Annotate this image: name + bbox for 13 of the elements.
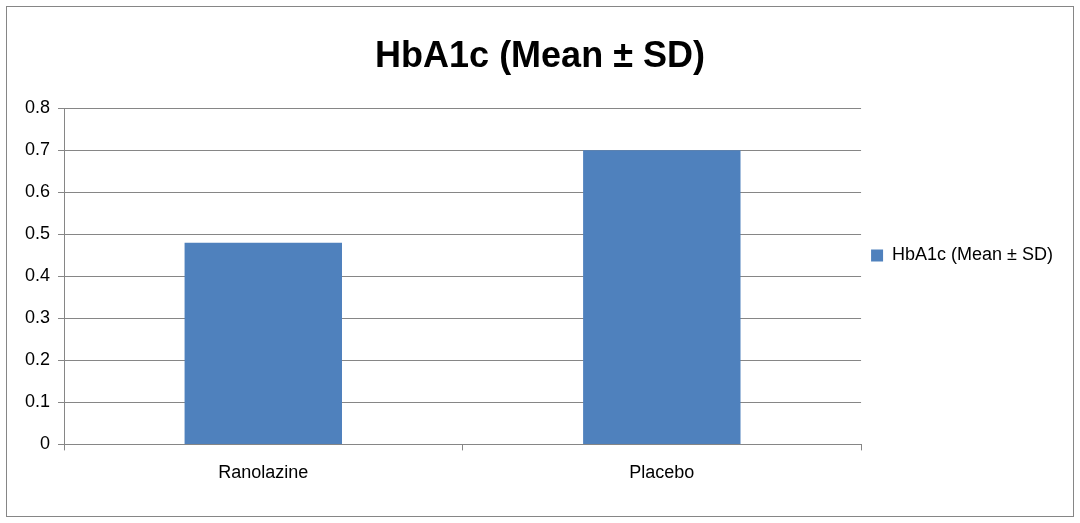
y-tick-label: 0.8 [24,97,51,118]
chart-title: HbA1c (Mean ± SD) [375,33,705,75]
y-tick-label: 0.7 [24,139,51,160]
y-tick-label: 0 [40,433,51,454]
y-tick-label: 0.4 [24,265,51,286]
x-tick-label: Placebo [629,462,695,483]
y-tick-label: 0.1 [24,391,51,412]
x-tick-label: Ranolazine [218,462,309,483]
legend-label: HbA1c (Mean ± SD) [892,244,1054,265]
y-tick-label: 0.3 [24,307,51,328]
y-tick-label: 0.5 [24,223,51,244]
y-tick-label: 0.6 [24,181,51,202]
y-tick-label: 0.2 [24,349,51,370]
